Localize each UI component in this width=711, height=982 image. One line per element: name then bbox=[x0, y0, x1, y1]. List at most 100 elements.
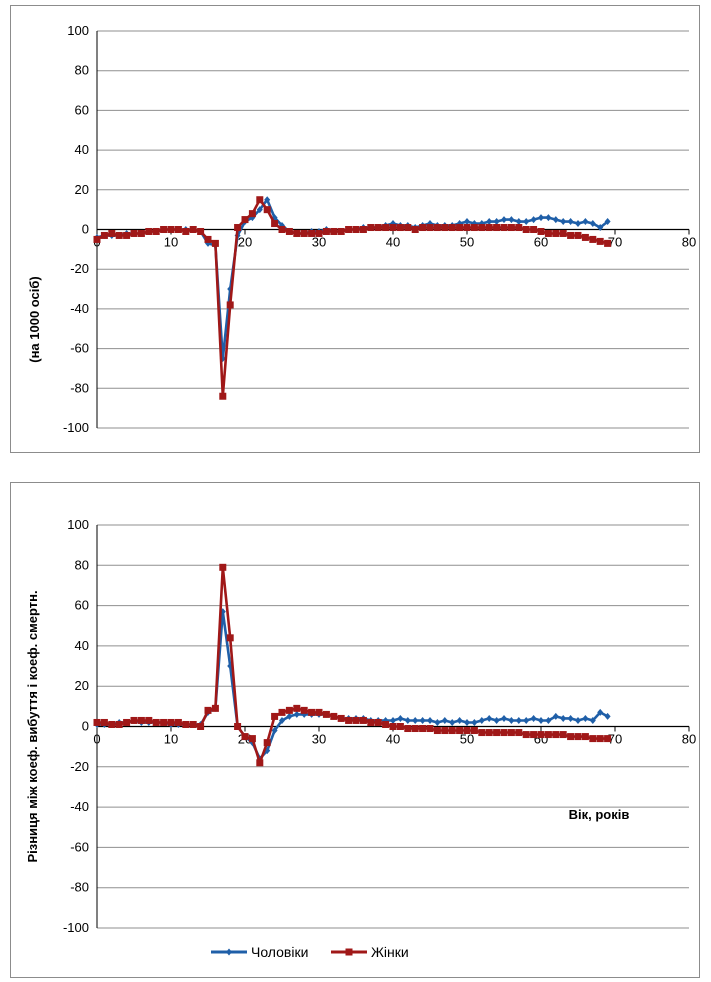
data-point bbox=[300, 229, 308, 237]
data-point bbox=[560, 218, 567, 226]
data-point bbox=[486, 218, 493, 226]
data-point bbox=[507, 224, 515, 232]
x-axis-label: Вік, років bbox=[569, 807, 630, 822]
data-point bbox=[115, 720, 123, 728]
data-point bbox=[596, 735, 604, 743]
data-point bbox=[523, 716, 530, 724]
data-point bbox=[152, 227, 160, 235]
data-point bbox=[397, 714, 404, 722]
data-point bbox=[434, 718, 441, 726]
data-point bbox=[507, 729, 515, 737]
data-point bbox=[412, 716, 419, 724]
y-axis-label: Різниця між коеф. вибуття і коеф. смертн… bbox=[25, 590, 40, 862]
data-point bbox=[515, 716, 522, 724]
data-point bbox=[411, 226, 419, 233]
data-point bbox=[286, 712, 293, 720]
y-tick-label: 40 bbox=[75, 142, 89, 157]
y-tick-label: 40 bbox=[75, 638, 89, 653]
data-point bbox=[382, 720, 390, 728]
data-point bbox=[390, 716, 396, 724]
data-point bbox=[382, 224, 390, 232]
data-point bbox=[359, 716, 367, 724]
data-point bbox=[285, 706, 293, 714]
data-point bbox=[500, 224, 508, 232]
data-point bbox=[93, 718, 101, 726]
data-point bbox=[501, 714, 507, 722]
data-point bbox=[544, 731, 552, 739]
data-point bbox=[263, 739, 271, 747]
x-tick-label: 10 bbox=[164, 732, 178, 747]
data-point bbox=[493, 716, 500, 724]
data-point bbox=[100, 718, 108, 726]
data-point bbox=[322, 710, 330, 718]
data-point bbox=[226, 634, 234, 642]
data-point bbox=[278, 226, 286, 233]
y-tick-label: -40 bbox=[70, 301, 89, 316]
x-tick-label: 80 bbox=[682, 732, 696, 747]
data-point bbox=[530, 226, 538, 233]
x-tick-label: 10 bbox=[164, 235, 178, 250]
data-point bbox=[123, 718, 131, 726]
data-point bbox=[493, 218, 500, 226]
chart-top-svg: 100806040200-20-40-60-80-100010203040506… bbox=[27, 23, 696, 435]
data-point bbox=[552, 712, 559, 720]
x-tick-label: 0 bbox=[93, 732, 100, 747]
y-tick-label: -20 bbox=[70, 759, 89, 774]
data-point bbox=[137, 229, 145, 237]
y-tick-label: -20 bbox=[70, 261, 89, 276]
data-point bbox=[427, 716, 433, 724]
data-point bbox=[167, 718, 175, 726]
data-point bbox=[508, 216, 515, 224]
data-point bbox=[441, 224, 449, 232]
data-point bbox=[589, 735, 597, 743]
data-point bbox=[234, 224, 242, 232]
data-point bbox=[464, 218, 470, 226]
data-point bbox=[419, 716, 426, 724]
data-point bbox=[345, 226, 353, 233]
data-point bbox=[530, 216, 537, 224]
y-tick-label: 20 bbox=[75, 678, 89, 693]
data-point bbox=[279, 716, 285, 724]
data-point bbox=[470, 727, 478, 735]
data-point bbox=[552, 229, 560, 237]
data-point bbox=[523, 218, 530, 226]
y-tick-label: -60 bbox=[70, 341, 89, 356]
data-point bbox=[493, 729, 501, 737]
y-tick-label: 0 bbox=[82, 719, 89, 734]
data-point bbox=[234, 723, 242, 730]
y-tick-label: -40 bbox=[70, 799, 89, 814]
data-point bbox=[589, 235, 597, 243]
data-point bbox=[197, 723, 205, 730]
data-point bbox=[567, 733, 575, 741]
data-point bbox=[241, 216, 249, 224]
data-point bbox=[456, 727, 464, 735]
chart-bottom-svg: 100806040200-20-40-60-80-100010203040506… bbox=[25, 517, 696, 960]
data-point bbox=[433, 727, 441, 735]
data-point bbox=[93, 235, 101, 243]
data-point bbox=[367, 224, 375, 232]
data-point bbox=[463, 727, 471, 735]
data-point bbox=[426, 725, 434, 733]
x-tick-label: 50 bbox=[460, 732, 474, 747]
y-axis-label: (на 1000 осіб) bbox=[27, 276, 42, 363]
legend-marker bbox=[345, 948, 353, 956]
data-point bbox=[456, 224, 464, 232]
data-point bbox=[597, 224, 604, 232]
data-point bbox=[382, 716, 389, 724]
data-point bbox=[404, 716, 411, 724]
data-point bbox=[189, 720, 197, 728]
data-point bbox=[404, 725, 412, 733]
data-point bbox=[567, 714, 574, 722]
data-point bbox=[100, 231, 108, 239]
legend-label: Жінки bbox=[371, 944, 409, 960]
data-point bbox=[604, 712, 611, 720]
data-point bbox=[508, 716, 515, 724]
x-tick-label: 40 bbox=[386, 235, 400, 250]
y-tick-label: 80 bbox=[75, 63, 89, 78]
data-point bbox=[574, 231, 582, 239]
data-point bbox=[419, 725, 427, 733]
x-tick-label: 60 bbox=[534, 235, 548, 250]
data-point bbox=[204, 706, 212, 714]
data-point bbox=[374, 224, 382, 232]
data-point bbox=[211, 704, 219, 712]
